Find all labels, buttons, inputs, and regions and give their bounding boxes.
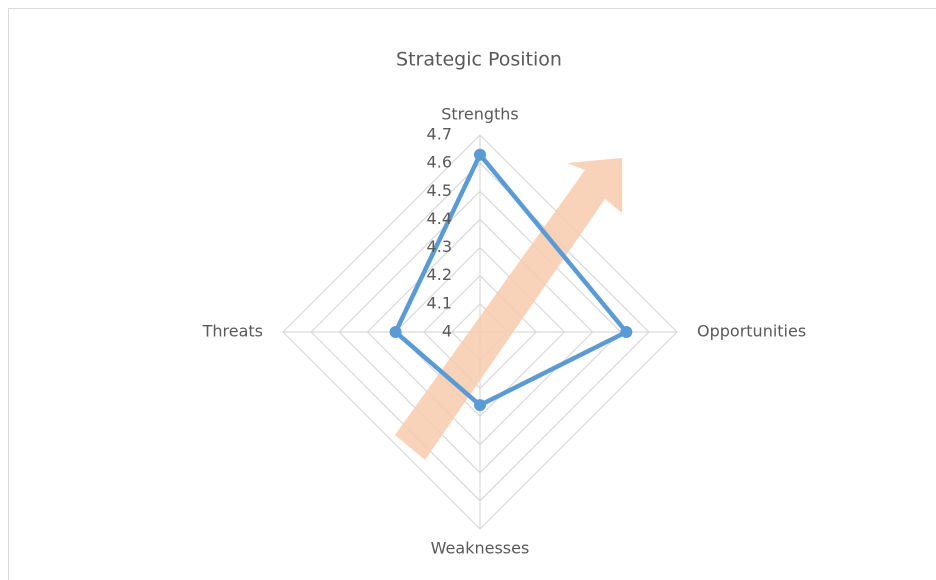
grid	[282, 134, 678, 530]
r-tick-label: 4	[442, 322, 452, 341]
series	[389, 148, 633, 412]
r-tick-label: 4.3	[427, 237, 452, 256]
data-point	[474, 399, 486, 412]
r-tick-label: 4.7	[427, 125, 452, 144]
data-point	[474, 148, 486, 161]
r-tick-label: 4.5	[427, 181, 452, 200]
r-tick-label: 4.2	[427, 265, 452, 284]
r-tick-label: 4.6	[427, 153, 452, 172]
category-label: Weaknesses	[431, 539, 530, 558]
data-point	[620, 326, 633, 338]
chart-title: Strategic Position	[396, 49, 562, 71]
r-tick-label: 4.4	[427, 209, 452, 228]
r-tick-label: 4.1	[427, 293, 452, 312]
category-label: Strengths	[441, 105, 519, 124]
category-label: Threats	[202, 322, 263, 341]
category-label: Opportunities	[697, 322, 806, 341]
data-point	[389, 326, 402, 338]
chart-border	[8, 8, 936, 580]
trend-arrow	[395, 158, 622, 460]
